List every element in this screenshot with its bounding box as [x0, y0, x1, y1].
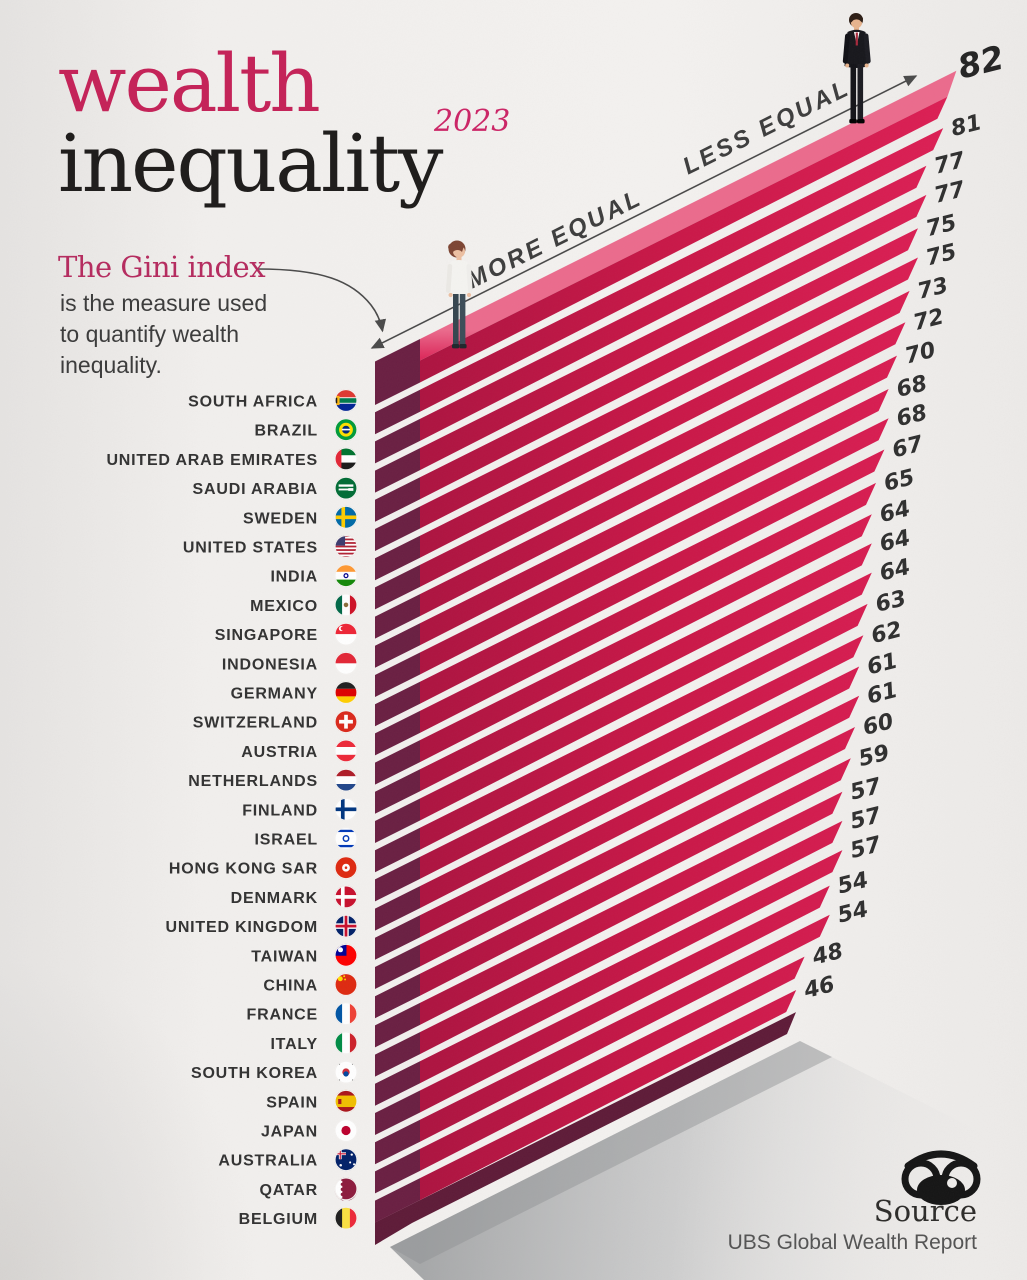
- country-label: DENMARK: [231, 890, 318, 907]
- country-flag-icon: [335, 739, 358, 762]
- country-flag-icon: [335, 1119, 358, 1142]
- country-flag-icon: [335, 593, 358, 616]
- country-label: AUSTRIA: [241, 744, 318, 761]
- country-flag-icon: [335, 1207, 358, 1230]
- country-flag-icon: [335, 652, 358, 675]
- country-label: JAPAN: [261, 1124, 318, 1141]
- gini-description-line: to quantify wealth: [60, 321, 240, 347]
- country-label: CHINA: [263, 978, 318, 995]
- country-flag-icon: [335, 885, 358, 908]
- country-flag-icon: [335, 710, 358, 733]
- country-label: TAIWAN: [251, 948, 318, 965]
- country-flag-icon: [335, 856, 358, 879]
- country-label: QATAR: [259, 1182, 318, 1199]
- country-label: SINGAPORE: [215, 627, 318, 644]
- source-label: Source: [873, 1194, 977, 1229]
- country-flag-icon: [335, 535, 358, 558]
- country-flag-icon: [335, 418, 358, 441]
- country-label: SOUTH AFRICA: [188, 394, 318, 411]
- country-flag-icon: [335, 623, 358, 646]
- country-label: ITALY: [270, 1036, 318, 1053]
- gini-description-line: inequality.: [60, 352, 162, 378]
- source-text: UBS Global Wealth Report: [727, 1230, 977, 1254]
- country-flag-icon: [335, 564, 358, 587]
- country-label: FRANCE: [247, 1007, 318, 1024]
- country-flag-icon: [335, 447, 358, 470]
- title-inequality: inequality: [58, 117, 443, 210]
- country-label: SOUTH KOREA: [191, 1065, 318, 1082]
- country-label: SWEDEN: [243, 510, 318, 527]
- country-label: NETHERLANDS: [188, 773, 318, 790]
- country-flag-icon: [335, 506, 358, 529]
- country-label: SPAIN: [266, 1094, 318, 1111]
- country-flag-icon: [335, 827, 358, 850]
- country-label: HONG KONG SAR: [169, 861, 318, 878]
- country-flag-icon: [335, 1148, 358, 1171]
- source-block: Source UBS Global Wealth Report: [728, 1195, 977, 1256]
- country-label: SAUDI ARABIA: [193, 481, 318, 498]
- country-label: AUSTRALIA: [218, 1153, 318, 1170]
- country-label: INDONESIA: [222, 656, 318, 673]
- country-label: SWITZERLAND: [193, 715, 318, 732]
- country-flag-icon: [335, 1002, 358, 1025]
- country-flag-icon: [335, 1031, 358, 1054]
- country-label: UNITED KINGDOM: [165, 919, 318, 936]
- country-label: MEXICO: [250, 598, 318, 615]
- country-flag-icon: [335, 389, 358, 412]
- country-label: FINLAND: [242, 802, 318, 819]
- country-flag-icon: [335, 1177, 358, 1201]
- country-label: UNITED ARAB EMIRATES: [106, 452, 318, 469]
- gini-description: is the measure used to quantify wealth i…: [60, 288, 267, 381]
- country-flag-icon: [335, 944, 358, 967]
- country-flag-icon: [335, 1061, 358, 1084]
- country-label: GERMANY: [231, 686, 318, 703]
- country-label: ISRAEL: [255, 832, 318, 849]
- country-label: INDIA: [270, 569, 318, 586]
- country-flag-icon: [335, 769, 358, 792]
- country-flag-icon: [335, 915, 358, 938]
- country-flag-icon: [335, 681, 358, 704]
- country-label: UNITED STATES: [183, 540, 318, 557]
- gini-heading: The Gini index: [58, 250, 266, 284]
- country-flag-icon: [335, 973, 358, 996]
- country-flag-icon: [335, 1090, 358, 1113]
- title-year: 2023: [434, 104, 511, 139]
- gini-description-line: is the measure used: [60, 290, 268, 316]
- country-label: BRAZIL: [255, 423, 318, 440]
- title-wealth: wealth: [58, 37, 321, 130]
- country-label: BELGIUM: [239, 1211, 318, 1228]
- flags-group: [335, 389, 358, 1230]
- country-flag-icon: [335, 477, 358, 500]
- country-flag-icon: [335, 798, 358, 821]
